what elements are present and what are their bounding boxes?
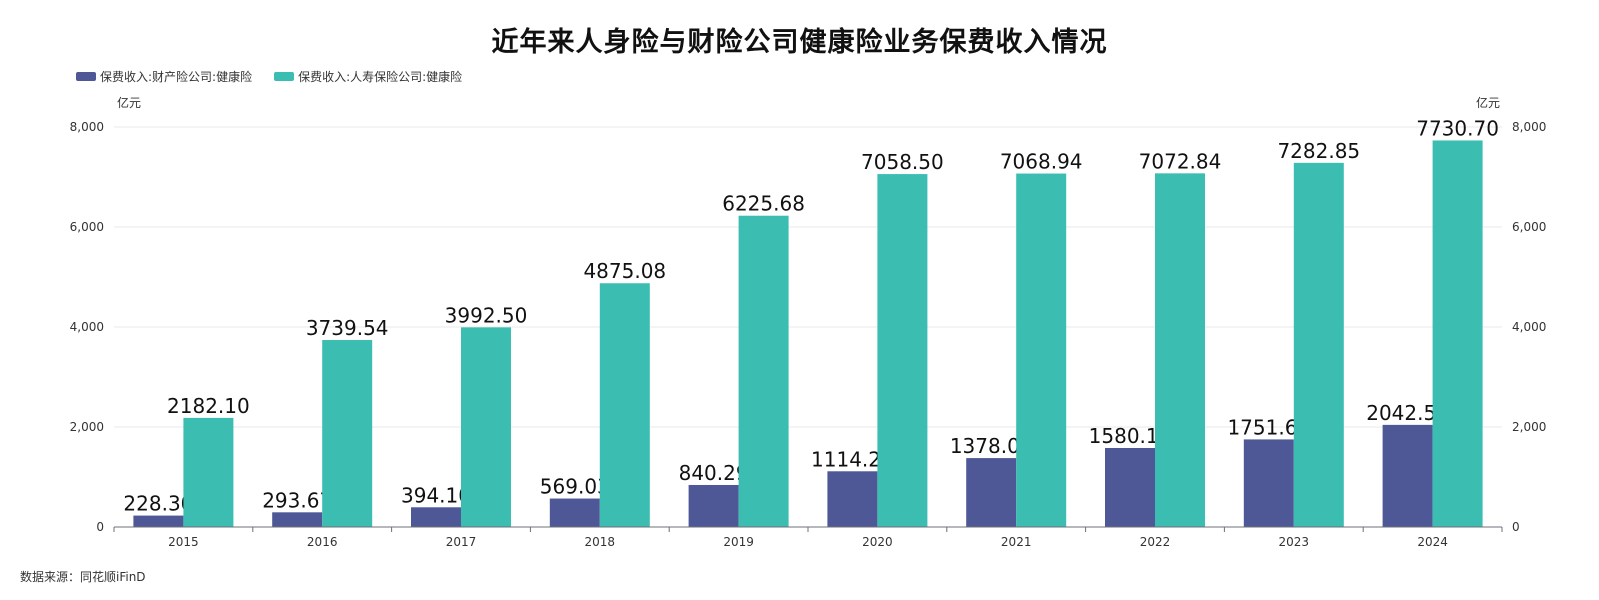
data-label-life-2023: 7282.85: [1277, 139, 1360, 163]
y-left-tick-label: 0: [96, 520, 104, 534]
data-label-life-2019: 6225.68: [722, 192, 805, 216]
bar-life-2016: [322, 340, 373, 527]
data-label-property-2016: 293.67: [262, 488, 332, 512]
y-left-tick-label: 6,000: [70, 220, 104, 234]
bar-property-2022: [1105, 447, 1155, 527]
data-label-life-2017: 3992.50: [445, 303, 528, 327]
x-tick-label: 2024: [1417, 535, 1448, 549]
bar-property-2023: [1243, 439, 1294, 527]
data-label-life-2018: 4875.08: [583, 259, 666, 283]
legend-swatch-property-insurers: [76, 72, 96, 81]
bar-property-2016: [272, 512, 323, 527]
y-right-tick-label: 0: [1512, 520, 1520, 534]
y-right-unit: 亿元: [1476, 95, 1500, 110]
bar-property-2020: [827, 471, 878, 527]
y-right-tick-label: 8,000: [1512, 120, 1546, 134]
y-left-tick-label: 2,000: [70, 420, 104, 434]
legend-item-life-insurers[interactable]: 保费收入:人寿保险公司:健康险: [274, 68, 462, 85]
data-label-life-2016: 3739.54: [306, 316, 389, 340]
x-tick-label: 2018: [585, 535, 616, 549]
x-tick-label: 2015: [168, 535, 199, 549]
bar-life-2019: [738, 215, 789, 527]
legend-label-property-insurers: 保费收入:财产险公司:健康险: [100, 70, 253, 84]
x-tick-label: 2020: [862, 535, 893, 549]
legend-swatch-life-insurers: [274, 72, 295, 81]
bar-property-2019: [688, 484, 739, 527]
x-tick-label: 2019: [723, 535, 754, 549]
bar-life-2024: [1432, 140, 1483, 527]
bar-life-2022: [1155, 173, 1205, 527]
data-label-property-2017: 394.10: [401, 483, 471, 507]
bar-property-2021: [966, 458, 1017, 527]
y-left-tick-label: 8,000: [70, 120, 104, 134]
bar-property-2018: [549, 498, 600, 527]
y-right-tick-label: 6,000: [1512, 220, 1546, 234]
bar-life-2023: [1293, 162, 1344, 528]
bar-property-2024: [1382, 424, 1433, 527]
data-label-property-2019: 840.29: [679, 461, 749, 485]
legend-label-life-insurers: 保费收入:人寿保险公司:健康险: [298, 70, 463, 84]
x-tick-label: 2022: [1140, 535, 1171, 549]
bar-life-2020: [877, 174, 928, 527]
data-label-life-2015: 2182.10: [167, 394, 250, 418]
bar-life-2018: [599, 283, 650, 527]
data-label-life-2021: 7068.94: [1000, 150, 1083, 174]
x-tick-label: 2021: [1001, 535, 1032, 549]
legend: 保费收入:财产险公司:健康险 保费收入:人寿保险公司:健康险: [76, 68, 484, 85]
y-right-tick-label: 4,000: [1512, 320, 1546, 334]
bar-life-2017: [461, 327, 511, 527]
data-label-life-2024: 7730.70: [1416, 116, 1499, 140]
data-label-property-2018: 569.03: [540, 475, 610, 499]
y-left-unit: 亿元: [117, 95, 141, 110]
data-label-life-2022: 7072.84: [1139, 149, 1222, 173]
chart-title: 近年来人身险与财险公司健康险业务保费收入情况: [491, 27, 1108, 58]
data-source-note: 数据来源：同花顺iFinD: [20, 570, 146, 584]
x-tick-label: 2016: [307, 535, 338, 549]
data-label-property-2015: 228.30: [123, 492, 193, 516]
x-tick-label: 2017: [446, 535, 477, 549]
data-label-life-2020: 7058.50: [861, 150, 944, 174]
legend-item-property-insurers[interactable]: 保费收入:财产险公司:健康险: [76, 68, 252, 85]
y-left-tick-label: 4,000: [70, 320, 104, 334]
y-right-tick-label: 2,000: [1512, 420, 1546, 434]
bar-life-2015: [183, 417, 234, 527]
bar-life-2021: [1016, 173, 1067, 528]
bar-property-2015: [133, 515, 184, 527]
x-tick-label: 2023: [1279, 535, 1310, 549]
bar-property-2017: [411, 507, 461, 527]
